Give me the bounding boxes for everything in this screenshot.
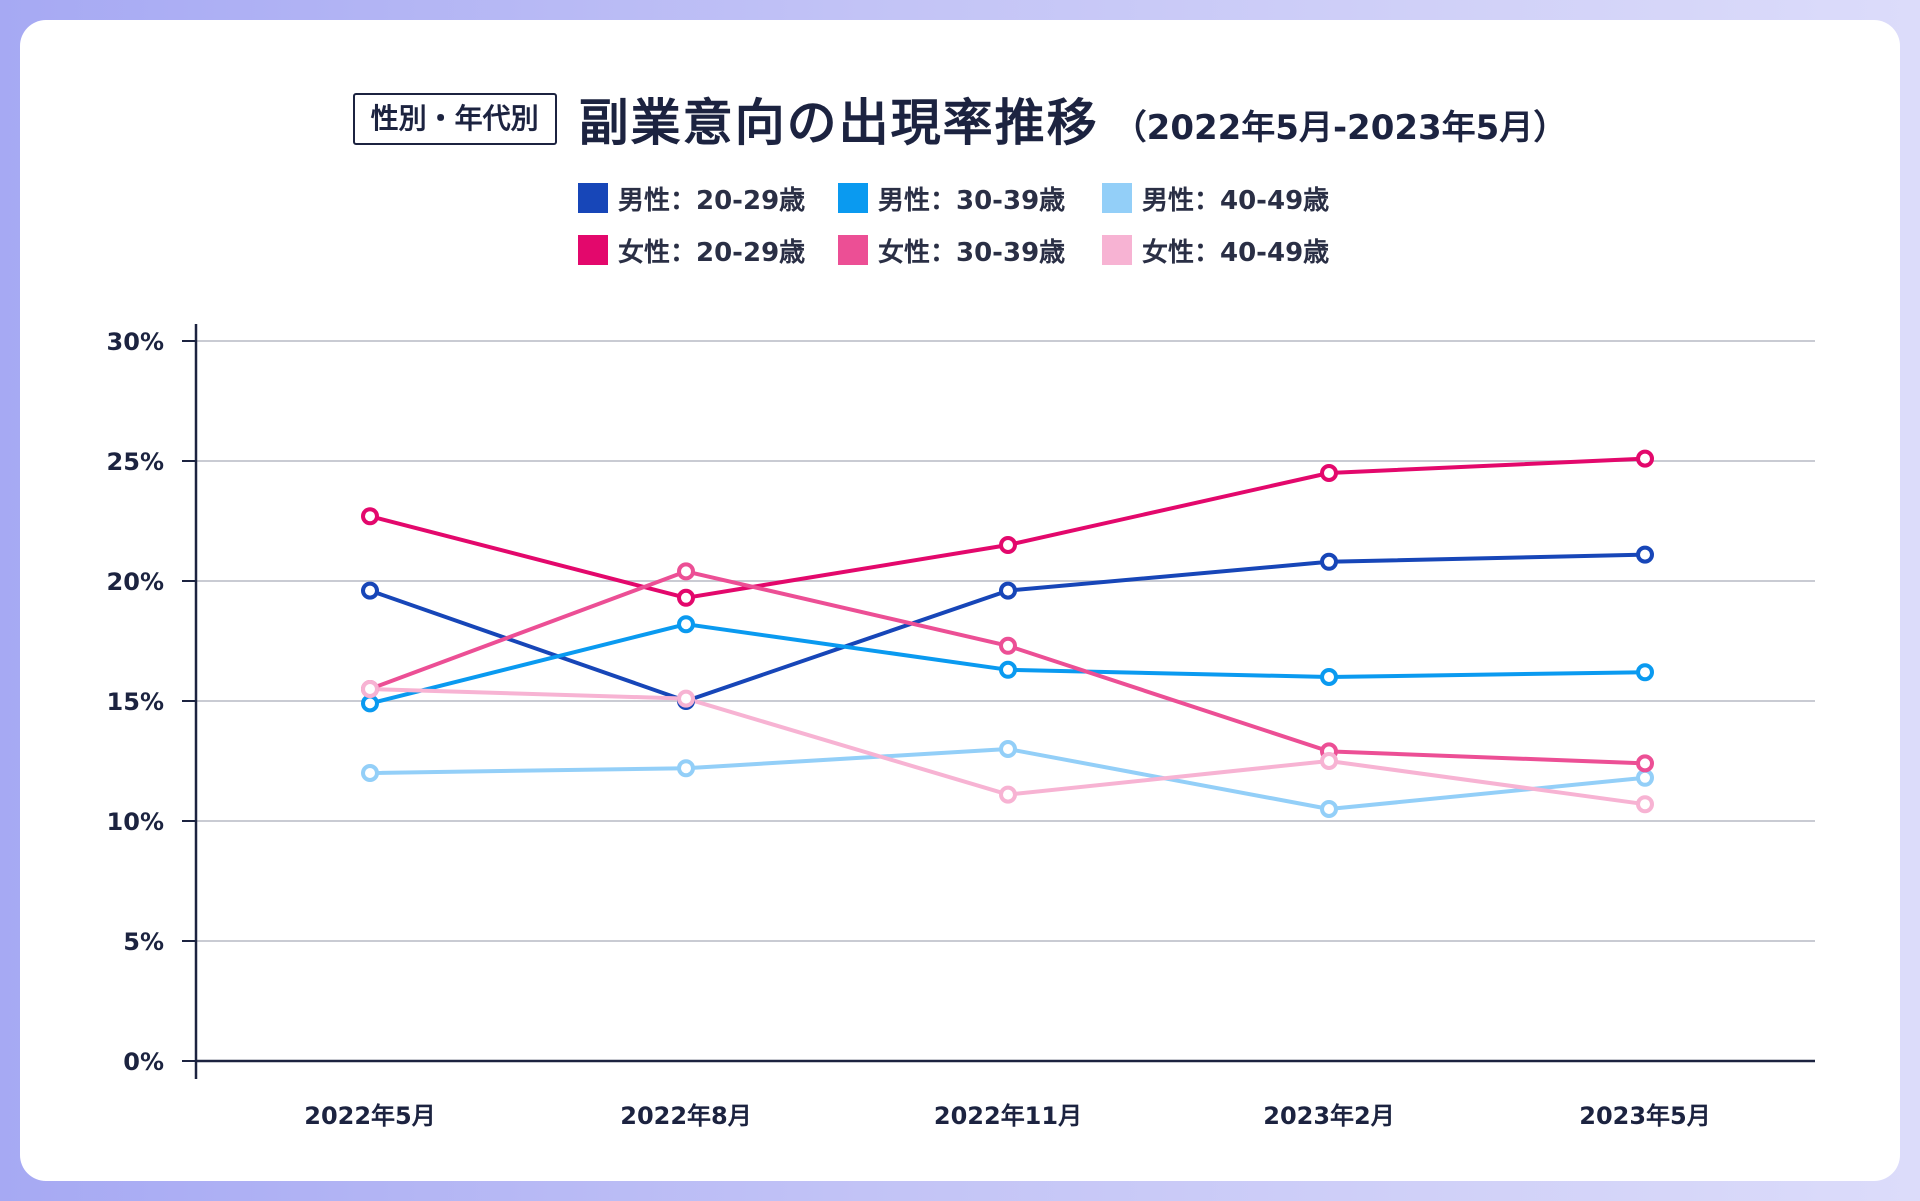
y-tick-label: 30% (107, 328, 164, 356)
data-point (1636, 449, 1654, 468)
series-line (369, 456, 1646, 600)
y-tick-label: 20% (107, 568, 164, 596)
x-tick-label: 2022年11月 (934, 1102, 1082, 1130)
data-point (677, 759, 695, 778)
legend-swatch (1102, 235, 1132, 265)
data-point (1636, 768, 1654, 787)
data-point (1320, 668, 1338, 686)
legend-item: 男性：40-49歳 (1102, 182, 1362, 216)
data-point (999, 740, 1017, 758)
legend-item: 男性：20-29歳 (578, 182, 838, 216)
data-point (999, 536, 1017, 554)
data-point (677, 588, 695, 607)
x-tick-label: 2023年2月 (1263, 1102, 1395, 1130)
legend-item: 女性：20-29歳 (578, 234, 838, 268)
data-point (999, 660, 1017, 679)
legend-label: 女性：20-29歳 (618, 237, 806, 268)
data-point (361, 507, 379, 526)
data-point (1320, 552, 1338, 571)
legend: 男性：20-29歳 男性：30-39歳 男性：40-49歳女性：20-29歳 女性：3… (578, 182, 1378, 268)
legend-label: 男性：30-39歳 (878, 185, 1066, 216)
chart-title: 副業意向の出現率推移 (578, 94, 1099, 152)
legend-swatch (578, 183, 608, 213)
chart-card: 性別・年代別 副業意向の出現率推移 （2022年5月-2023年5月） 男性：2… (20, 20, 1900, 1181)
data-point (361, 694, 379, 713)
data-point (1320, 464, 1338, 482)
y-tick-label: 15% (107, 688, 164, 716)
legend-swatch (838, 235, 868, 265)
x-tick-label: 2023年5月 (1579, 1102, 1711, 1130)
data-point (1636, 663, 1654, 682)
category-badge: 性別・年代別 (352, 93, 557, 145)
x-tick-label: 2022年8月 (620, 1102, 752, 1130)
data-point (361, 764, 379, 782)
legend-label: 女性：30-39歳 (878, 237, 1066, 268)
data-point (1320, 800, 1338, 818)
y-tick-label: 0% (123, 1048, 164, 1076)
data-point (999, 581, 1017, 600)
series-line (369, 552, 1646, 703)
data-point (361, 581, 379, 600)
data-point (361, 680, 379, 698)
data-point (1636, 754, 1654, 773)
legend-item: 女性：40-49歳 (1102, 234, 1362, 268)
legend-label: 男性：40-49歳 (1142, 185, 1330, 216)
y-tick-label: 25% (107, 448, 164, 476)
data-point (677, 562, 695, 581)
y-tick-label: 5% (123, 928, 164, 956)
data-point (677, 615, 695, 634)
legend-label: 男性：20-29歳 (618, 185, 806, 216)
data-point (1320, 752, 1338, 770)
legend-item: 女性：30-39歳 (838, 234, 1102, 268)
legend-swatch (1102, 183, 1132, 213)
data-point (1636, 795, 1654, 814)
data-point (999, 636, 1017, 655)
legend-swatch (838, 183, 868, 213)
legend-label: 女性：40-49歳 (1142, 237, 1330, 268)
legend-swatch (578, 235, 608, 265)
legend-item: 男性：30-39歳 (838, 182, 1102, 216)
x-tick-label: 2022年5月 (304, 1102, 436, 1130)
y-tick-label: 10% (107, 808, 164, 836)
data-point (999, 785, 1017, 804)
data-point (677, 689, 695, 708)
chart-subtitle: （2022年5月-2023年5月） (1112, 107, 1568, 148)
title-row: 性別・年代別 副業意向の出現率推移 （2022年5月-2023年5月） (20, 76, 1900, 162)
data-point (1636, 545, 1654, 564)
